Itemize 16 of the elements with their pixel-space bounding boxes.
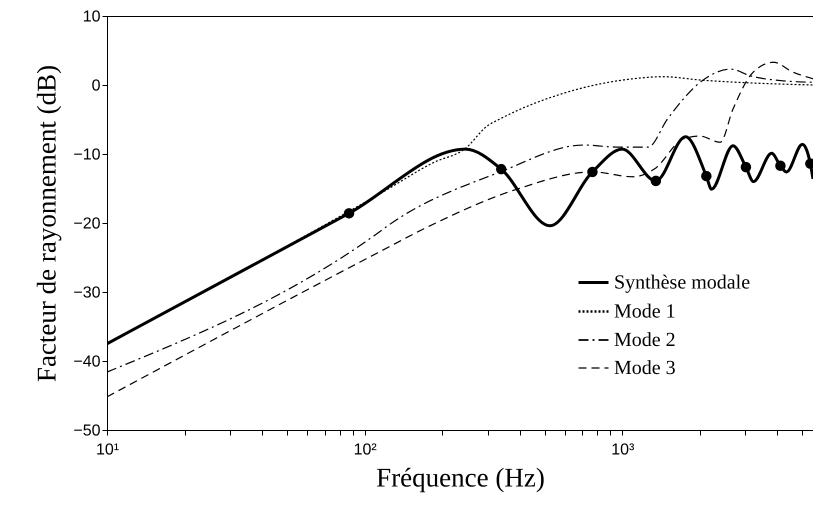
x-tick-label: 10¹ [96, 442, 120, 458]
y-tick-label: −10 [73, 146, 101, 164]
legend-label: Mode 2 [614, 329, 676, 351]
y-tick-label: −20 [73, 216, 101, 232]
legend-label: Mode 1 [614, 300, 676, 322]
y-tick-label: 10 [82, 8, 101, 26]
y-tick-label: 0 [92, 78, 101, 94]
x-axis-title: Fréquence (Hz) [376, 462, 545, 492]
legend-label: Synthèse modale [614, 272, 750, 294]
x-tick-label: 10² [354, 442, 378, 458]
y-axis-title: Facteur de rayonnement (dB) [31, 64, 62, 382]
y-tick-label: −30 [73, 284, 101, 302]
y-tick-label: −50 [73, 422, 101, 440]
y-tick-label: −40 [73, 354, 101, 370]
x-tick-label: 10³ [611, 442, 635, 458]
legend-label: Mode 3 [614, 357, 676, 379]
